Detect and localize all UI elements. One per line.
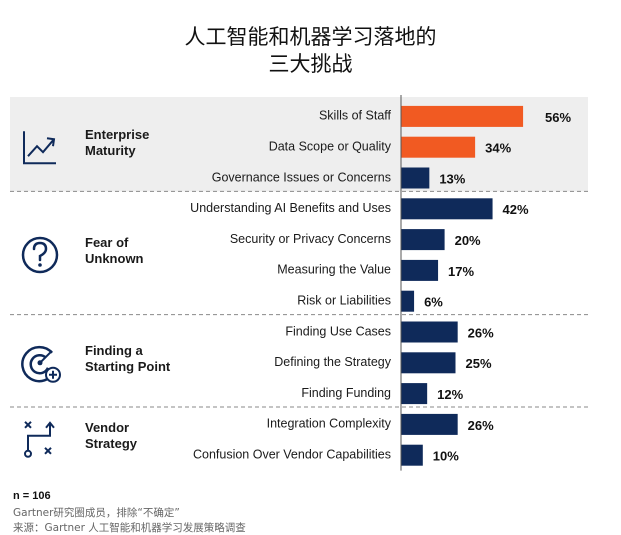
value-label: 17% [448,264,474,279]
category-label: Security or Privacy Concerns [230,232,391,246]
value-label: 20% [455,233,481,248]
bar [401,105,524,127]
group-label-line: Unknown [85,251,144,266]
trending-chart-icon [23,131,56,165]
question-icon [21,236,59,274]
bar [401,198,493,220]
bar [401,229,445,251]
category-label: Risk or Liabilities [297,293,391,307]
bar [401,352,456,374]
play-start [24,449,32,458]
value-label: 13% [439,171,465,186]
chart-title-line-1: 人工智能和机器学习落地的 [184,25,437,49]
group-label: Vendor Strategy [85,420,138,451]
value-label: 42% [503,202,529,217]
chart-title: 人工智能和机器学习落地的 三大挑战 [0,24,621,78]
question-mark [32,241,48,262]
bar [401,321,458,343]
value-label: 6% [424,295,443,310]
group-label: Finding a Starting Point [85,343,171,374]
bar [401,413,458,435]
question-ring [21,236,59,274]
value-label: 12% [437,387,463,402]
sample-size: n = 106 [13,490,51,502]
target-add-icon [21,345,61,383]
value-label: 34% [485,141,511,156]
x-mark-top [24,421,32,429]
value-label: 10% [433,449,459,464]
plus-sign [49,370,57,379]
group-label: Fear of Unknown [85,235,144,266]
category-label: Understanding AI Benefits and Uses [190,201,391,215]
category-label: Data Scope or Quality [269,139,392,153]
group-label-line: Strategy [85,436,138,451]
strategy-play-icon [24,421,55,458]
trend-line [27,138,55,157]
category-label: Integration Complexity [267,417,392,431]
category-label: Confusion Over Vendor Capabilities [193,447,391,461]
source-note: 来源：Gartner 人工智能和机器学习发展策略调查 [13,522,246,534]
bar [401,259,439,281]
value-label: 25% [466,356,492,371]
category-label: Measuring the Value [277,263,391,277]
value-label: 56% [545,110,571,125]
category-label: Finding Funding [301,386,391,400]
bar [401,383,428,405]
play-arrow [45,421,55,429]
category-label: Defining the Strategy [274,355,391,369]
axis-stroke [23,131,56,165]
group-label-line: Vendor [85,420,129,435]
x-mark-bottom [44,447,52,455]
play-path [27,423,51,452]
bar [401,290,415,312]
trend-arrow [46,137,56,147]
bar [401,136,476,158]
target-ring-inner [29,354,50,375]
footnote: Gartner研究圈成员，排除“不确定” [13,507,180,519]
group-label-line: Starting Point [85,359,171,374]
value-label: 26% [468,418,494,433]
group-label-line: Maturity [85,143,136,158]
category-label: Skills of Staff [319,109,392,123]
question-dot [38,263,42,267]
group-label: Enterprise Maturity [85,127,149,158]
value-label: 26% [468,325,494,340]
chart-title-line-2: 三大挑战 [268,52,353,76]
bar [401,444,423,466]
group-label-line: Enterprise [85,127,149,142]
target-arrow [39,350,53,364]
category-label: Governance Issues or Concerns [212,170,391,184]
bar [401,167,430,189]
group-label-line: Fear of [85,235,129,250]
bar-chart: Enterprise Maturity Skills of Staff 56% Data… [10,95,588,471]
category-label: Finding Use Cases [285,324,391,338]
group-label-line: Finding a [85,343,144,358]
